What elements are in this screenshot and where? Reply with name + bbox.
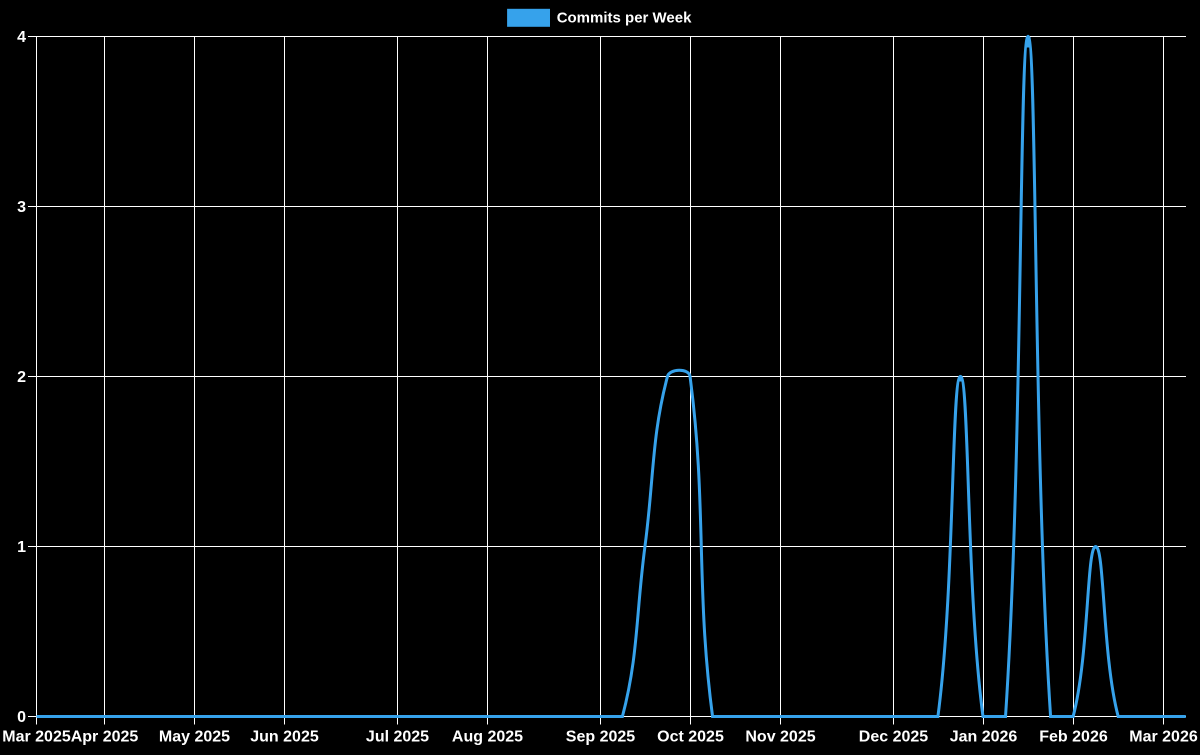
- svg-text:1: 1: [17, 539, 26, 556]
- svg-text:2: 2: [17, 369, 26, 386]
- svg-text:0: 0: [17, 709, 26, 726]
- svg-text:Nov 2025: Nov 2025: [745, 729, 815, 746]
- svg-text:May 2025: May 2025: [159, 729, 230, 746]
- svg-text:Sep 2025: Sep 2025: [566, 729, 635, 746]
- svg-text:Jul 2025: Jul 2025: [366, 729, 429, 746]
- svg-text:Commits per Week: Commits per Week: [557, 9, 692, 26]
- svg-text:Dec 2025: Dec 2025: [859, 729, 928, 746]
- svg-text:Mar 2026: Mar 2026: [1129, 729, 1198, 746]
- svg-text:Aug 2025: Aug 2025: [452, 729, 523, 746]
- svg-text:Apr 2025: Apr 2025: [71, 729, 139, 746]
- svg-text:Mar 2025: Mar 2025: [2, 729, 71, 746]
- svg-text:Oct 2025: Oct 2025: [657, 729, 724, 746]
- svg-text:3: 3: [17, 199, 26, 216]
- svg-text:Jun 2025: Jun 2025: [250, 729, 319, 746]
- svg-text:Feb 2026: Feb 2026: [1039, 729, 1108, 746]
- svg-text:4: 4: [17, 29, 26, 46]
- svg-text:Jan 2026: Jan 2026: [950, 729, 1018, 746]
